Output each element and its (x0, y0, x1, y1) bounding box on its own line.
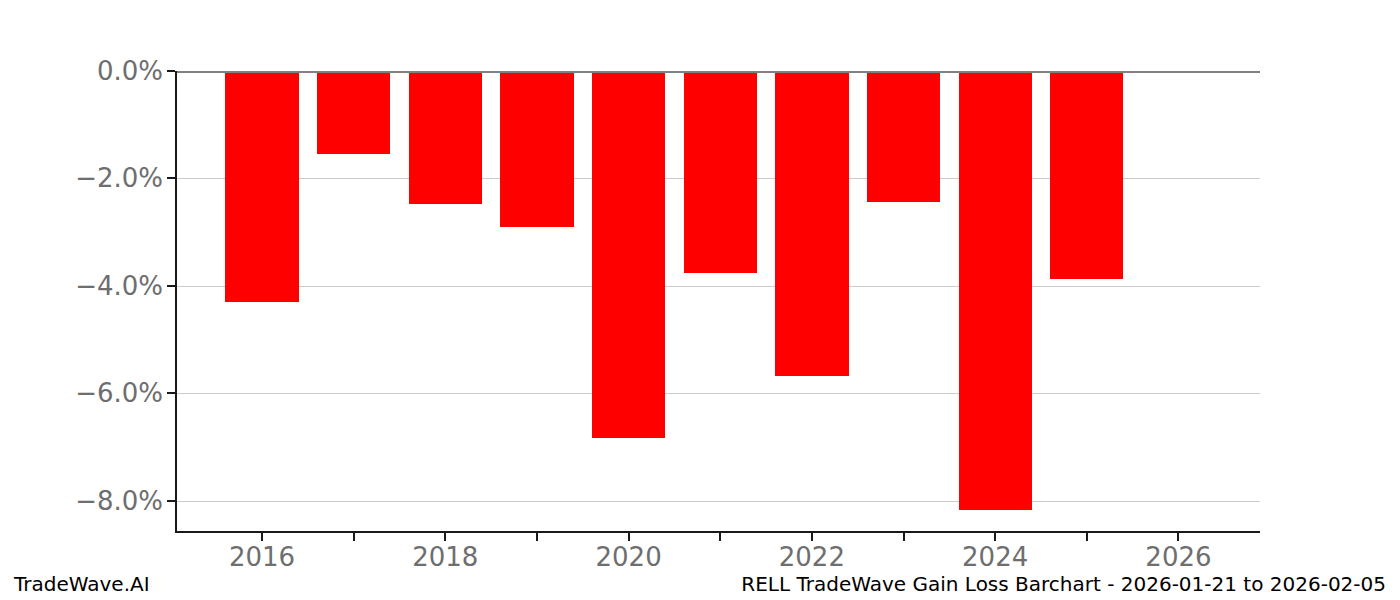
ytick-mark--6 (167, 392, 175, 394)
xtick-label-2020: 2020 (569, 543, 689, 571)
xtick-label-2026: 2026 (1118, 543, 1238, 571)
ytick-mark--4 (167, 285, 175, 287)
xtick-mark-2025 (1086, 533, 1088, 541)
gridline--4 (177, 286, 1260, 287)
ytick-label--6: −6.0% (53, 380, 163, 406)
xtick-mark-2026 (1177, 533, 1179, 541)
ytick-label--8: −8.0% (53, 488, 163, 514)
xtick-label-2022: 2022 (752, 543, 872, 571)
brand-label: TradeWave.AI (14, 572, 150, 596)
ytick-label--2: −2.0% (53, 165, 163, 191)
xtick-mark-2022 (811, 533, 813, 541)
bar-2020 (592, 72, 665, 438)
xtick-label-2016: 2016 (202, 543, 322, 571)
xtick-label-2018: 2018 (385, 543, 505, 571)
bar-2025 (1050, 72, 1123, 279)
ytick-label--4: −4.0% (53, 273, 163, 299)
xtick-mark-2024 (994, 533, 996, 541)
bar-2023 (867, 72, 940, 202)
xtick-mark-2017 (353, 533, 355, 541)
xtick-mark-2016 (261, 533, 263, 541)
ytick-mark-0 (167, 70, 175, 72)
bar-2022 (775, 72, 848, 376)
xtick-mark-2019 (536, 533, 538, 541)
gridline--6 (177, 393, 1260, 394)
gridline--8 (177, 501, 1260, 502)
bar-2016 (225, 72, 298, 302)
bar-2024 (959, 72, 1032, 510)
plot-area (175, 71, 1260, 533)
xtick-label-2024: 2024 (935, 543, 1055, 571)
xtick-mark-2018 (444, 533, 446, 541)
xtick-mark-2020 (628, 533, 630, 541)
ytick-mark--2 (167, 177, 175, 179)
chart-caption: RELL TradeWave Gain Loss Barchart - 2026… (741, 572, 1386, 596)
bar-2017 (317, 72, 390, 154)
ytick-label-0: 0.0% (53, 58, 163, 84)
xtick-mark-2023 (903, 533, 905, 541)
bar-2021 (684, 72, 757, 273)
bar-2019 (500, 72, 573, 227)
ytick-mark--8 (167, 500, 175, 502)
bar-2018 (409, 72, 482, 204)
gain-loss-barchart-figure: 0.0% −2.0% −4.0% −6.0% −8.0% 2016 2018 2020 202… (0, 0, 1400, 600)
zero-baseline (177, 71, 1260, 73)
xtick-mark-2021 (719, 533, 721, 541)
